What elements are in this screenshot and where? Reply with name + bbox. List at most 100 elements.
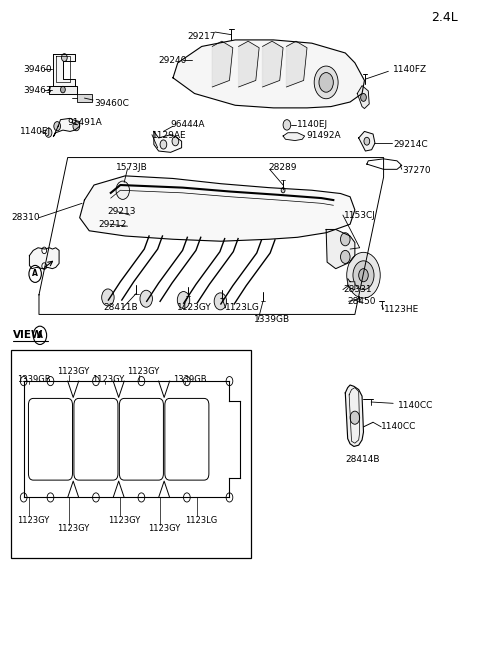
- Circle shape: [340, 233, 350, 246]
- Circle shape: [93, 377, 99, 386]
- Circle shape: [116, 181, 130, 199]
- Text: 2.4L: 2.4L: [432, 10, 458, 24]
- Circle shape: [177, 291, 190, 309]
- Circle shape: [47, 493, 54, 502]
- Text: 1339GB: 1339GB: [17, 375, 51, 384]
- Bar: [77, 94, 92, 102]
- Circle shape: [45, 128, 52, 138]
- FancyBboxPatch shape: [28, 398, 72, 480]
- Circle shape: [20, 493, 27, 502]
- Text: 1123GY: 1123GY: [57, 524, 89, 533]
- Circle shape: [33, 326, 47, 345]
- Circle shape: [61, 54, 67, 62]
- Text: 28310: 28310: [11, 213, 40, 222]
- Text: 1573JB: 1573JB: [116, 163, 147, 172]
- Circle shape: [42, 263, 47, 269]
- Polygon shape: [357, 86, 369, 109]
- Circle shape: [359, 269, 368, 282]
- Text: 91491A: 91491A: [68, 118, 102, 127]
- Text: 96444A: 96444A: [170, 121, 205, 130]
- Circle shape: [353, 261, 374, 290]
- Circle shape: [160, 140, 167, 149]
- Text: 37270: 37270: [403, 166, 432, 175]
- Circle shape: [172, 137, 179, 146]
- Polygon shape: [154, 132, 181, 153]
- Circle shape: [226, 493, 233, 502]
- Bar: [11, 350, 251, 557]
- Polygon shape: [29, 248, 59, 269]
- Text: 1123GY: 1123GY: [148, 524, 180, 533]
- Circle shape: [183, 377, 190, 386]
- Circle shape: [73, 122, 80, 131]
- Circle shape: [20, 377, 27, 386]
- Polygon shape: [48, 86, 77, 94]
- Circle shape: [47, 377, 54, 386]
- Circle shape: [60, 86, 65, 93]
- Text: 39460: 39460: [24, 65, 52, 74]
- Circle shape: [29, 265, 41, 282]
- Text: 1123GY: 1123GY: [57, 367, 89, 376]
- Text: 1123GY: 1123GY: [128, 367, 160, 376]
- Polygon shape: [239, 41, 259, 87]
- Text: 1140CC: 1140CC: [381, 422, 417, 432]
- Circle shape: [350, 411, 360, 424]
- Text: 29240: 29240: [158, 56, 187, 66]
- Polygon shape: [80, 176, 355, 241]
- Text: 28331: 28331: [343, 285, 372, 294]
- Circle shape: [93, 493, 99, 502]
- Polygon shape: [173, 40, 364, 108]
- FancyBboxPatch shape: [120, 398, 163, 480]
- Text: 1153CJ: 1153CJ: [344, 210, 376, 219]
- Circle shape: [281, 187, 285, 193]
- Polygon shape: [53, 119, 80, 137]
- Text: 1140CC: 1140CC: [398, 402, 433, 411]
- Text: VIEW: VIEW: [12, 330, 43, 341]
- Circle shape: [360, 94, 366, 102]
- Circle shape: [214, 293, 227, 310]
- Polygon shape: [345, 385, 363, 447]
- Polygon shape: [283, 133, 305, 141]
- Text: 28450: 28450: [348, 297, 376, 306]
- Text: 29213: 29213: [108, 208, 136, 216]
- Circle shape: [319, 73, 333, 92]
- Polygon shape: [348, 278, 355, 290]
- Circle shape: [42, 247, 47, 253]
- Circle shape: [340, 250, 350, 263]
- Text: 29212: 29212: [99, 220, 127, 229]
- Text: 1123GY: 1123GY: [108, 516, 141, 525]
- Polygon shape: [212, 41, 233, 87]
- Polygon shape: [326, 229, 355, 269]
- Text: 91492A: 91492A: [306, 132, 341, 140]
- Text: 29214C: 29214C: [393, 140, 428, 149]
- Circle shape: [314, 66, 338, 99]
- Circle shape: [138, 377, 145, 386]
- Circle shape: [283, 120, 291, 130]
- Polygon shape: [263, 41, 283, 87]
- Circle shape: [138, 493, 145, 502]
- Circle shape: [54, 122, 60, 131]
- FancyBboxPatch shape: [74, 398, 118, 480]
- Text: 29217: 29217: [187, 32, 216, 41]
- Text: 1123LG: 1123LG: [225, 303, 260, 312]
- Text: 1123GY: 1123GY: [17, 516, 50, 525]
- Polygon shape: [359, 132, 375, 151]
- Polygon shape: [53, 54, 75, 86]
- Text: 39463: 39463: [24, 86, 52, 96]
- FancyBboxPatch shape: [165, 398, 209, 480]
- Circle shape: [140, 290, 153, 307]
- Text: 1123GY: 1123GY: [93, 375, 125, 384]
- Text: 1140EJ: 1140EJ: [297, 121, 328, 130]
- Text: A: A: [32, 269, 38, 278]
- Circle shape: [226, 377, 233, 386]
- Text: 1123HE: 1123HE: [384, 305, 419, 314]
- Text: 1339GB: 1339GB: [173, 375, 206, 384]
- Text: 28289: 28289: [269, 163, 297, 172]
- Text: 39460C: 39460C: [94, 100, 129, 109]
- Circle shape: [183, 493, 190, 502]
- Circle shape: [347, 252, 380, 298]
- Polygon shape: [287, 41, 307, 87]
- Circle shape: [102, 289, 114, 306]
- Circle shape: [364, 138, 370, 145]
- Text: 1140EJ: 1140EJ: [20, 127, 51, 136]
- Text: 1123GY: 1123GY: [177, 303, 212, 312]
